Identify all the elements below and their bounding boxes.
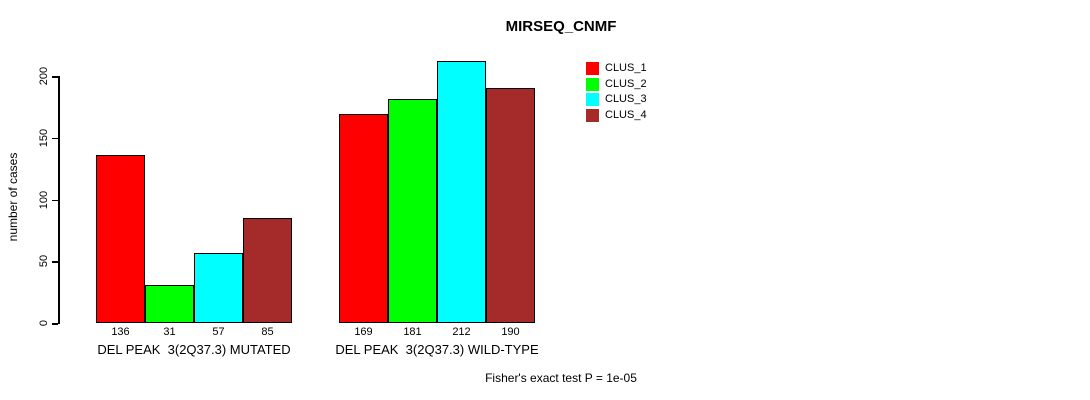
bar-clus-3 bbox=[194, 252, 243, 323]
bar-clus-4 bbox=[486, 88, 535, 323]
legend-item: CLUS_2 bbox=[586, 77, 647, 91]
legend-item: CLUS_3 bbox=[586, 93, 647, 106]
bar-value-label: 190 bbox=[501, 326, 520, 338]
bar-clus-3 bbox=[437, 61, 486, 323]
legend: CLUS_1 CLUS_2 CLUS_3 CLUS_4 bbox=[586, 62, 647, 122]
legend-swatch-clus-1 bbox=[586, 62, 599, 75]
bar-value-label: 181 bbox=[403, 326, 422, 338]
legend-swatch-clus-4 bbox=[586, 108, 599, 122]
bar-clus-1 bbox=[96, 155, 145, 323]
y-tick-label: 50 bbox=[38, 255, 50, 268]
legend-swatch-clus-2 bbox=[586, 77, 599, 91]
legend-label: CLUS_2 bbox=[605, 77, 647, 90]
y-tick-mark bbox=[52, 76, 58, 78]
legend-label: CLUS_3 bbox=[605, 93, 647, 105]
y-tick-label: 0 bbox=[38, 319, 50, 327]
legend-label: CLUS_4 bbox=[605, 108, 647, 121]
bar-value-label: 57 bbox=[212, 326, 225, 338]
legend-swatch-clus-3 bbox=[586, 93, 599, 106]
footer-annotation: Fisher's exact test P = 1e-05 bbox=[485, 371, 637, 385]
y-tick-mark bbox=[52, 323, 58, 325]
y-axis-title: number of cases bbox=[6, 152, 20, 242]
y-tick-label: 100 bbox=[38, 190, 50, 209]
y-tick-label: 200 bbox=[38, 66, 50, 86]
legend-item: CLUS_1 bbox=[586, 62, 647, 75]
bar-clus-2 bbox=[388, 99, 437, 323]
chart-title: MIRSEQ_CNMF bbox=[505, 18, 617, 35]
bar-value-label: 169 bbox=[354, 326, 373, 338]
bar-value-label: 212 bbox=[452, 326, 471, 338]
y-tick-mark bbox=[52, 199, 58, 201]
group-label: DEL PEAK 3(2Q37.3) WILD-TYPE bbox=[335, 342, 539, 357]
y-tick-mark bbox=[52, 137, 58, 140]
y-tick-mark bbox=[52, 261, 58, 263]
bar-value-label: 136 bbox=[111, 326, 130, 338]
legend-item: CLUS_4 bbox=[586, 108, 647, 122]
bar-clus-4 bbox=[243, 218, 292, 323]
bar-clus-2 bbox=[145, 284, 194, 323]
y-axis-line bbox=[58, 76, 60, 324]
bar-value-label: 31 bbox=[163, 326, 176, 338]
y-tick-label: 150 bbox=[38, 128, 50, 147]
group-label: DEL PEAK 3(2Q37.3) MUTATED bbox=[97, 342, 291, 357]
bar-clus-1 bbox=[339, 114, 388, 323]
bar-value-label: 85 bbox=[261, 326, 274, 338]
legend-label: CLUS_1 bbox=[605, 62, 647, 74]
